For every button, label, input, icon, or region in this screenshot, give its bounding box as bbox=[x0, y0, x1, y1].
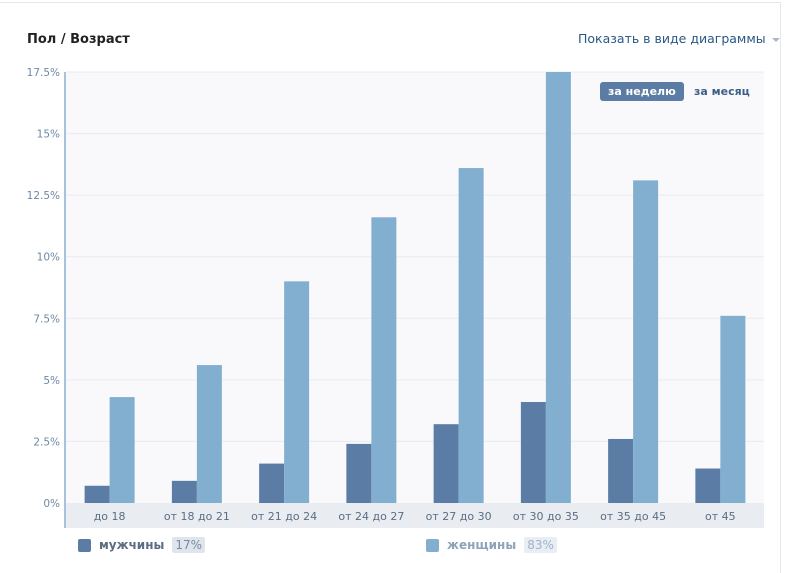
x-tick-label: от 18 до 21 bbox=[164, 510, 230, 523]
y-axis-line bbox=[64, 72, 66, 528]
month-button[interactable]: за месяц bbox=[694, 85, 750, 98]
bar-men bbox=[346, 443, 372, 503]
bar-men bbox=[259, 463, 285, 503]
y-tick-label: 0% bbox=[43, 498, 60, 510]
legend-label: мужчины bbox=[99, 538, 165, 552]
page-title: Пол / Возраст bbox=[27, 32, 130, 47]
plot-area bbox=[66, 72, 764, 503]
bar-men bbox=[171, 480, 197, 503]
x-tick-label: от 24 до 27 bbox=[338, 510, 404, 523]
bar-women bbox=[545, 72, 571, 503]
bar-men bbox=[520, 402, 546, 503]
view-toggle[interactable]: Показать в виде диаграммы bbox=[578, 31, 780, 46]
bar-women bbox=[284, 281, 310, 503]
legend-men[interactable]: мужчины 17% bbox=[78, 537, 206, 553]
x-axis-band bbox=[66, 503, 764, 528]
x-tick-label: от 35 до 45 bbox=[600, 510, 666, 523]
view-toggle-label: Показать в виде диаграммы bbox=[578, 31, 766, 46]
x-tick-label: от 27 до 30 bbox=[426, 510, 492, 523]
y-tick-label: 17.5% bbox=[27, 67, 60, 79]
legend-swatch bbox=[426, 538, 439, 552]
chevron-down-icon bbox=[771, 37, 780, 42]
legend-swatch bbox=[78, 538, 91, 552]
bar-women bbox=[458, 168, 484, 503]
y-tick-label: 12.5% bbox=[27, 190, 60, 202]
legend-share: 83% bbox=[524, 537, 557, 553]
bar-men bbox=[608, 438, 634, 503]
y-tick-label: 15% bbox=[37, 129, 60, 141]
y-tick-label: 7.5% bbox=[33, 313, 60, 325]
x-tick-label: от 30 до 35 bbox=[513, 510, 579, 523]
bar-women bbox=[371, 217, 397, 503]
x-tick-label: до 18 bbox=[94, 510, 126, 523]
legend-share: 17% bbox=[172, 537, 206, 553]
bar-women bbox=[720, 315, 746, 503]
week-button[interactable]: за неделю bbox=[600, 82, 684, 101]
y-tick-label: 2.5% bbox=[33, 436, 60, 448]
panel-frame bbox=[0, 2, 781, 573]
x-tick-label: от 45 bbox=[705, 510, 736, 523]
bar-women bbox=[196, 365, 222, 503]
y-tick-label: 5% bbox=[43, 375, 60, 387]
y-tick-label: 10% bbox=[37, 252, 60, 264]
legend-women[interactable]: женщины 83% bbox=[426, 537, 557, 553]
bar-men bbox=[433, 424, 459, 503]
bar-men bbox=[84, 485, 110, 503]
bar-men bbox=[695, 468, 721, 503]
legend-label: женщины bbox=[447, 538, 517, 552]
bar-women bbox=[633, 180, 659, 503]
x-tick-label: от 21 до 24 bbox=[251, 510, 317, 523]
bar-women bbox=[109, 397, 135, 503]
